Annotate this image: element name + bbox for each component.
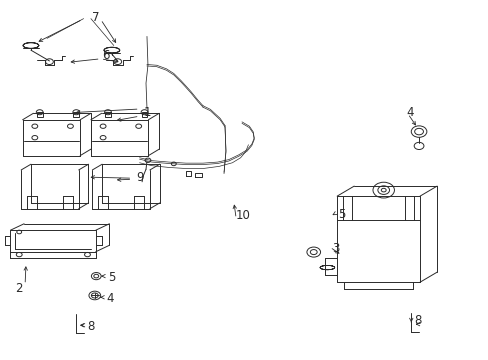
Bar [73, 112, 79, 117]
Text: 9: 9 [136, 171, 143, 184]
Text: 5: 5 [108, 271, 115, 284]
Text: 3: 3 [332, 242, 339, 255]
Text: 4: 4 [106, 292, 114, 305]
Text: 6: 6 [102, 49, 109, 62]
Bar [37, 112, 42, 117]
Bar [142, 112, 147, 117]
Text: 2: 2 [16, 282, 23, 295]
Text: 8: 8 [87, 320, 94, 333]
Bar [105, 112, 111, 117]
Text: 8: 8 [413, 314, 421, 327]
Text: 10: 10 [236, 210, 250, 222]
Text: 7: 7 [92, 12, 100, 24]
Text: 1: 1 [143, 106, 150, 119]
Text: 4: 4 [406, 106, 413, 119]
Text: 5: 5 [338, 208, 345, 221]
